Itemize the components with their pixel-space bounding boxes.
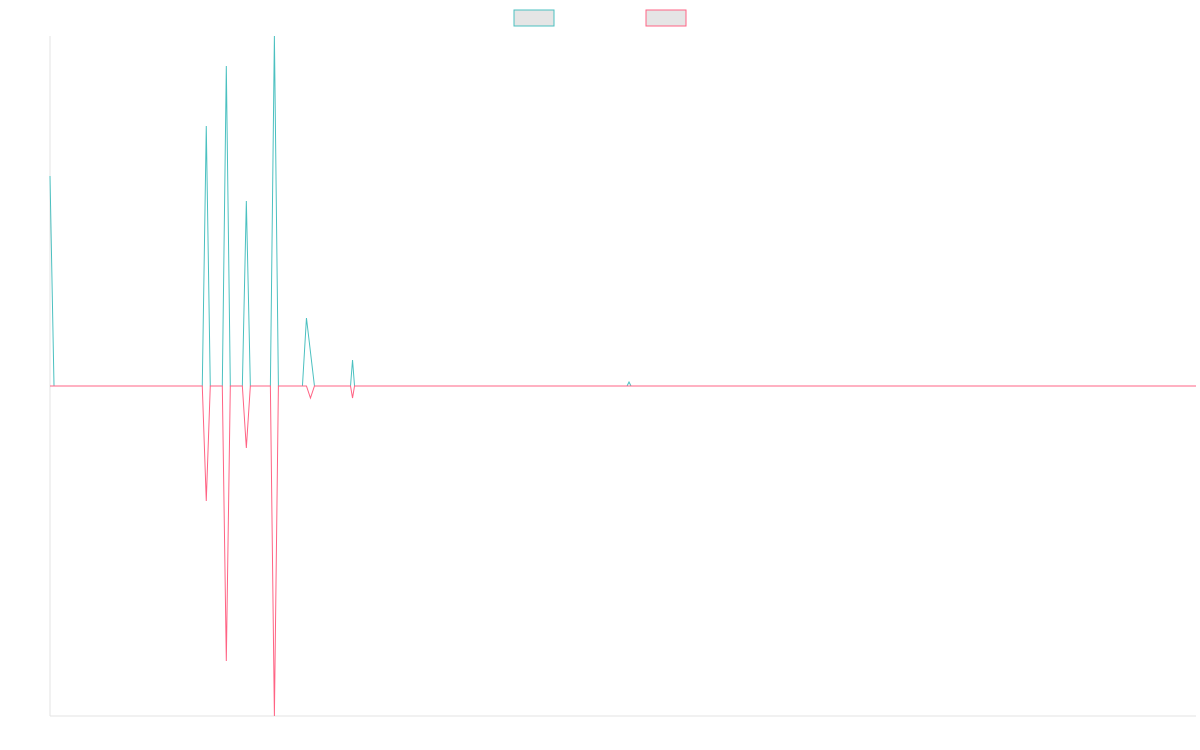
chart-axes [49,36,1196,717]
series-layer [49,35,1196,717]
series-line-2 [50,385,1196,717]
legend [513,9,687,27]
series-line-1 [49,35,1196,387]
legend-swatch-1[interactable] [513,9,555,27]
legend-swatch-2[interactable] [645,9,687,27]
